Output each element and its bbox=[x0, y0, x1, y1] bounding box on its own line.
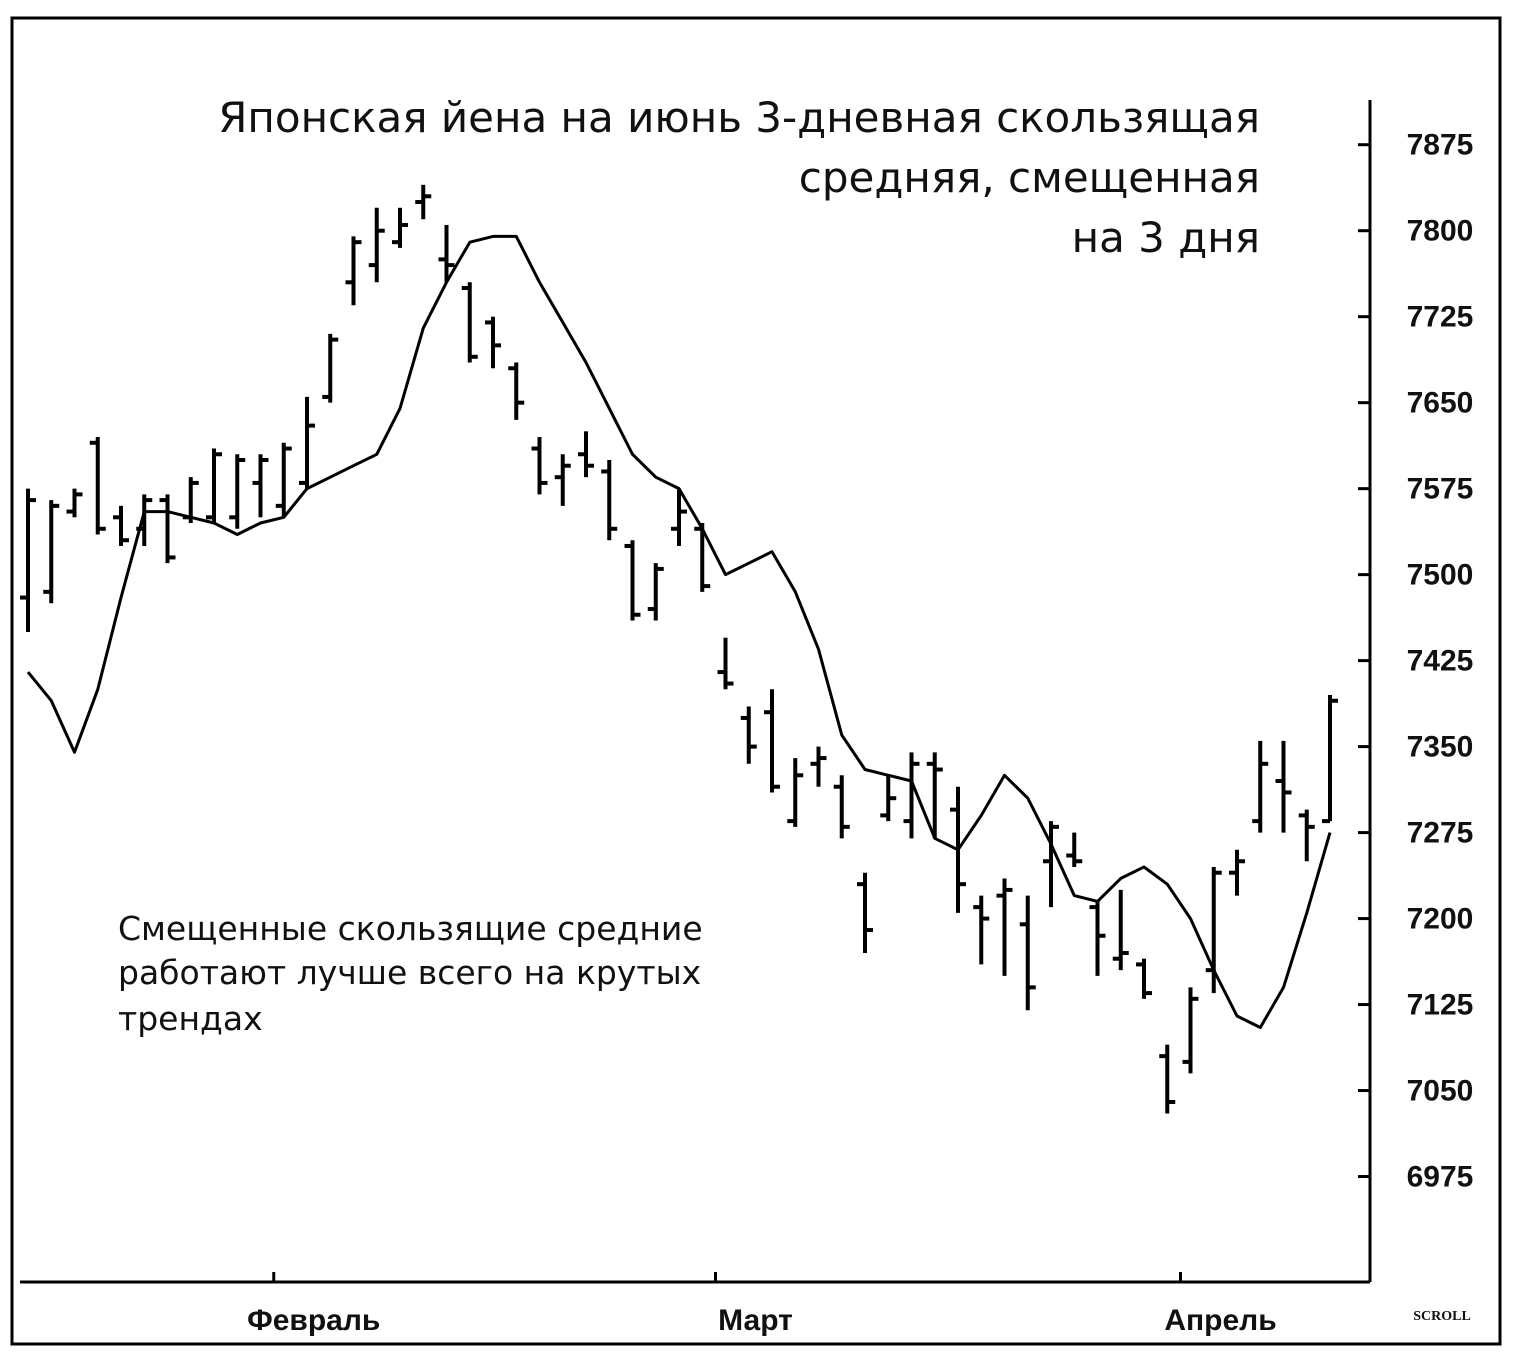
y-tick-label: 7425 bbox=[1407, 645, 1474, 678]
annotation-line: Смещенные скользящие средние bbox=[118, 909, 703, 948]
y-tick-label: 7350 bbox=[1407, 731, 1474, 764]
y-tick-label: 7800 bbox=[1407, 215, 1474, 248]
x-tick-label: Апрель bbox=[1164, 1304, 1276, 1337]
y-tick-label: 7125 bbox=[1407, 989, 1474, 1022]
annotation-line: работают лучше всего на крутых bbox=[118, 953, 701, 992]
annotation-line: трендах bbox=[118, 999, 263, 1038]
title-line: средняя, смещенная bbox=[799, 153, 1260, 202]
title-line: на 3 дня bbox=[1072, 213, 1260, 262]
x-tick-label: Март bbox=[718, 1304, 793, 1337]
moving-average-line bbox=[26, 234, 1332, 1029]
y-tick-label: 7725 bbox=[1407, 301, 1474, 334]
y-tick-label: 6975 bbox=[1407, 1161, 1474, 1194]
credit: SCROLL bbox=[1413, 1309, 1471, 1324]
y-tick-label: 7275 bbox=[1407, 817, 1474, 850]
frame bbox=[10, 16, 1502, 1346]
y-tick-label: 7650 bbox=[1407, 387, 1474, 420]
y-tick-label: 7875 bbox=[1407, 129, 1474, 162]
y-tick-label: 7500 bbox=[1407, 559, 1474, 592]
y-tick-label: 7200 bbox=[1407, 903, 1474, 936]
x-tick-label: Февраль bbox=[247, 1304, 380, 1337]
y-tick-label: 7050 bbox=[1407, 1075, 1474, 1108]
y-tick-label: 7575 bbox=[1407, 473, 1474, 506]
title-line: Японская йена на июнь 3-дневная скользящ… bbox=[218, 93, 1260, 142]
